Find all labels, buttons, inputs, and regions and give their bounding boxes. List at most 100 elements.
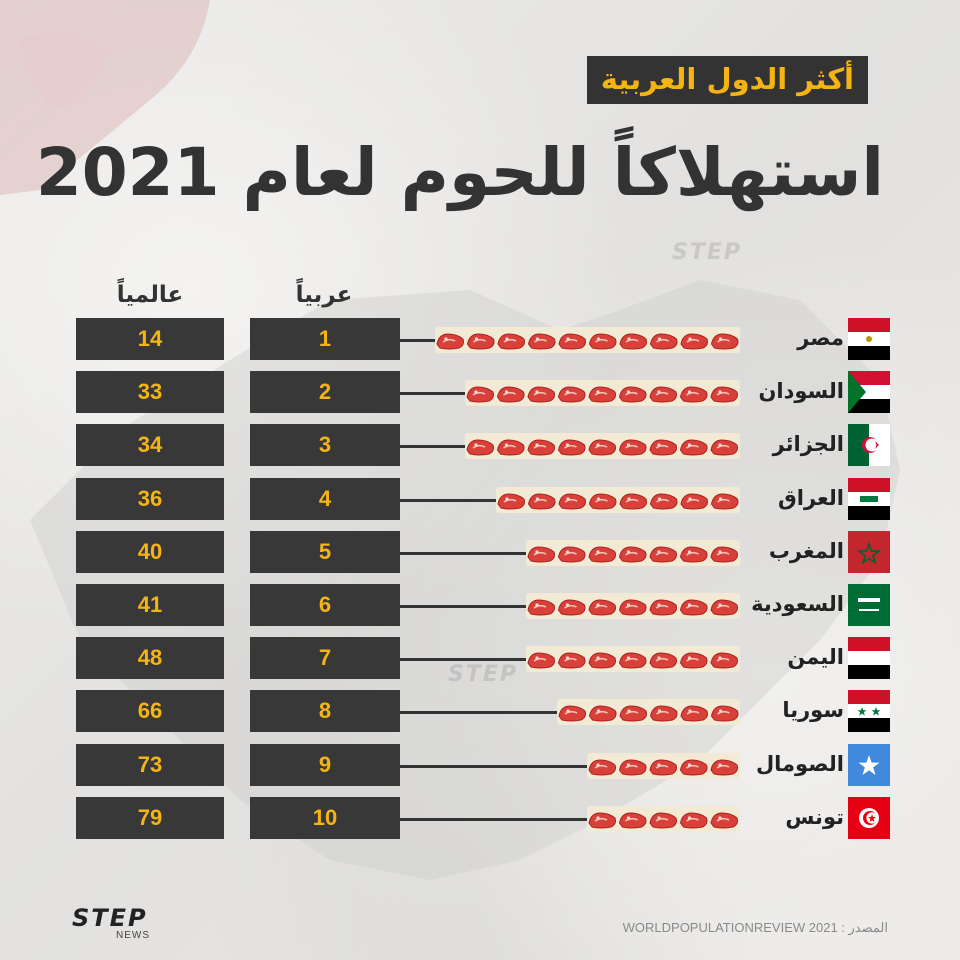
steak-icon — [588, 705, 617, 722]
steak-icon — [588, 333, 617, 350]
steak-icon-bar — [526, 540, 740, 566]
iraq-flag — [848, 478, 890, 520]
steak-icon — [588, 439, 616, 456]
steak-icon — [557, 439, 586, 456]
steak-icon — [558, 705, 586, 722]
connector-line — [400, 711, 557, 714]
connector-line — [400, 605, 526, 608]
steak-icon — [649, 599, 677, 616]
country-label: السودان — [758, 379, 844, 403]
steak-icon — [557, 599, 586, 616]
world-rank-box: 14 — [76, 318, 224, 360]
steak-icon-bar — [465, 380, 740, 406]
connector-line — [400, 818, 587, 821]
world-rank-box: 36 — [76, 478, 224, 520]
arab-rank-box: 9 — [250, 744, 400, 786]
country-label: مصر — [797, 326, 844, 350]
connector-line — [400, 765, 587, 768]
somalia-flag — [848, 744, 890, 786]
syria-flag — [848, 690, 890, 732]
watermark-top: STEP — [672, 240, 743, 265]
step-news-logo: STEP NEWS — [72, 906, 150, 941]
steak-icon — [680, 493, 708, 510]
steak-icon — [619, 333, 647, 350]
steak-icon — [527, 333, 556, 350]
steak-icon — [527, 386, 555, 403]
steak-icon — [649, 546, 677, 563]
logo-text: STEP — [72, 904, 148, 932]
steak-icon — [557, 652, 586, 669]
steak-icon-bar — [587, 753, 740, 779]
logo-subtext: NEWS — [116, 930, 150, 941]
arab-rank-box: 7 — [250, 637, 400, 679]
world-rank-box: 33 — [76, 371, 224, 413]
world-rank-box: 48 — [76, 637, 224, 679]
steak-icon — [557, 546, 586, 563]
connector-line — [400, 445, 465, 448]
arab-rank-box: 3 — [250, 424, 400, 466]
steak-icon — [710, 546, 738, 563]
algeria-flag — [848, 424, 890, 466]
country-label: المغرب — [768, 539, 844, 563]
steak-icon — [466, 439, 494, 456]
steak-icon — [679, 546, 708, 563]
arab-rank-box: 10 — [250, 797, 400, 839]
steak-icon — [680, 705, 708, 722]
world-rank-box: 40 — [76, 531, 224, 573]
world-rank-box: 66 — [76, 690, 224, 732]
steak-icon — [618, 546, 647, 563]
steak-icon-bar — [526, 593, 740, 619]
steak-icon — [679, 812, 708, 829]
steak-icon — [618, 599, 647, 616]
world-rank-box: 79 — [76, 797, 224, 839]
steak-icon-bar — [496, 487, 740, 513]
steak-icon — [710, 812, 738, 829]
steak-icon — [436, 333, 464, 350]
steak-icon — [680, 333, 708, 350]
steak-icon — [649, 759, 677, 776]
steak-icon — [679, 652, 708, 669]
steak-icon — [527, 652, 555, 669]
arab-rank-box: 5 — [250, 531, 400, 573]
country-label: السعودية — [751, 592, 844, 616]
steak-icon — [710, 759, 738, 776]
arab-rank-box: 6 — [250, 584, 400, 626]
steak-icon — [679, 386, 708, 403]
steak-icon — [618, 759, 647, 776]
egypt-flag — [848, 318, 890, 360]
steak-icon — [466, 333, 495, 350]
steak-icon — [649, 386, 677, 403]
steak-icon — [710, 439, 738, 456]
steak-icon — [710, 599, 738, 616]
arab-rank-box: 2 — [250, 371, 400, 413]
steak-icon — [679, 439, 708, 456]
country-label: تونس — [785, 805, 844, 829]
steak-icon — [649, 812, 677, 829]
steak-icon — [497, 493, 525, 510]
world-rank-box: 41 — [76, 584, 224, 626]
steak-icon — [496, 439, 525, 456]
page-title: استهلاكاً للحوم لعام 2021 — [35, 134, 884, 211]
steak-icon — [710, 333, 739, 350]
steak-icon — [557, 386, 586, 403]
steak-icon — [527, 546, 555, 563]
tunisia-flag — [848, 797, 890, 839]
watermark-middle: STEP — [448, 662, 519, 687]
column-header-arab: عربياً — [295, 282, 353, 308]
steak-icon — [618, 439, 647, 456]
steak-icon — [588, 493, 617, 510]
steak-icon — [588, 599, 616, 616]
meat-corner-image — [0, 0, 210, 195]
connector-line — [400, 552, 526, 555]
steak-icon — [649, 439, 677, 456]
saudi-flag — [848, 584, 890, 626]
arab-rank-box: 4 — [250, 478, 400, 520]
steak-icon — [588, 759, 616, 776]
steak-icon — [618, 812, 647, 829]
column-header-world: عالمياً — [116, 282, 184, 308]
steak-icon — [710, 386, 738, 403]
steak-icon — [527, 599, 555, 616]
steak-icon — [466, 386, 494, 403]
sudan-flag — [848, 371, 890, 413]
country-label: الصومال — [755, 752, 844, 776]
